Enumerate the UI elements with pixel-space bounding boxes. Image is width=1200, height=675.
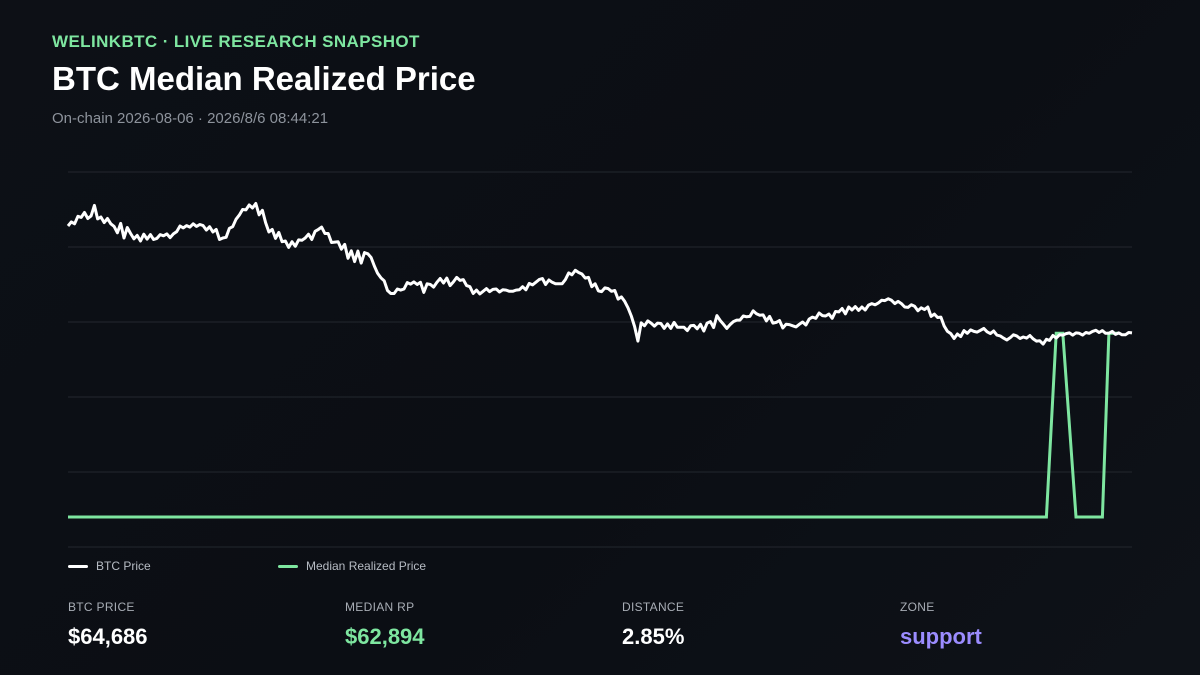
stat-distance: DISTANCE 2.85% bbox=[622, 600, 684, 650]
stat-value-distance: 2.85% bbox=[622, 624, 685, 649]
stat-label-zone: ZONE bbox=[900, 600, 935, 614]
legend-swatch-median-rp bbox=[278, 564, 298, 568]
stat-value-btc-price: $64,686 bbox=[68, 624, 148, 649]
legend-label-btc-price: BTC Price bbox=[96, 559, 151, 573]
legend-swatch-btc-price bbox=[68, 564, 88, 568]
chart-title: BTC Median Realized Price bbox=[52, 60, 476, 97]
legend-item-btc-price: BTC Price bbox=[68, 559, 151, 573]
series-line-median-realized-price bbox=[68, 331, 1119, 519]
brand-label: WELINKBTC · LIVE RESEARCH SNAPSHOT bbox=[52, 32, 420, 51]
stat-label-btc-price: BTC PRICE bbox=[68, 600, 135, 614]
chart-legend: BTC Price Median Realized Price bbox=[68, 559, 668, 579]
chart-area bbox=[66, 171, 1133, 548]
chart-subtitle: On-chain 2026-08-06 · 2026/8/6 08:44:21 bbox=[52, 110, 329, 127]
legend-label-median-rp: Median Realized Price bbox=[306, 559, 427, 573]
stat-zone: ZONE support bbox=[900, 600, 982, 650]
stat-median-rp: MEDIAN RP $62,894 bbox=[345, 600, 425, 650]
legend-item-median-rp: Median Realized Price bbox=[278, 559, 426, 573]
stat-value-zone: support bbox=[900, 624, 982, 649]
stat-label-median-rp: MEDIAN RP bbox=[345, 600, 415, 614]
stat-label-distance: DISTANCE bbox=[622, 600, 685, 614]
stat-value-median-rp: $62,894 bbox=[345, 624, 425, 649]
series-line-btc-price bbox=[66, 202, 1133, 346]
stats-row: BTC PRICE $64,686 MEDIAN RP $62,894 DIST… bbox=[0, 600, 1200, 660]
stat-btc-price: BTC PRICE $64,686 bbox=[68, 600, 148, 650]
